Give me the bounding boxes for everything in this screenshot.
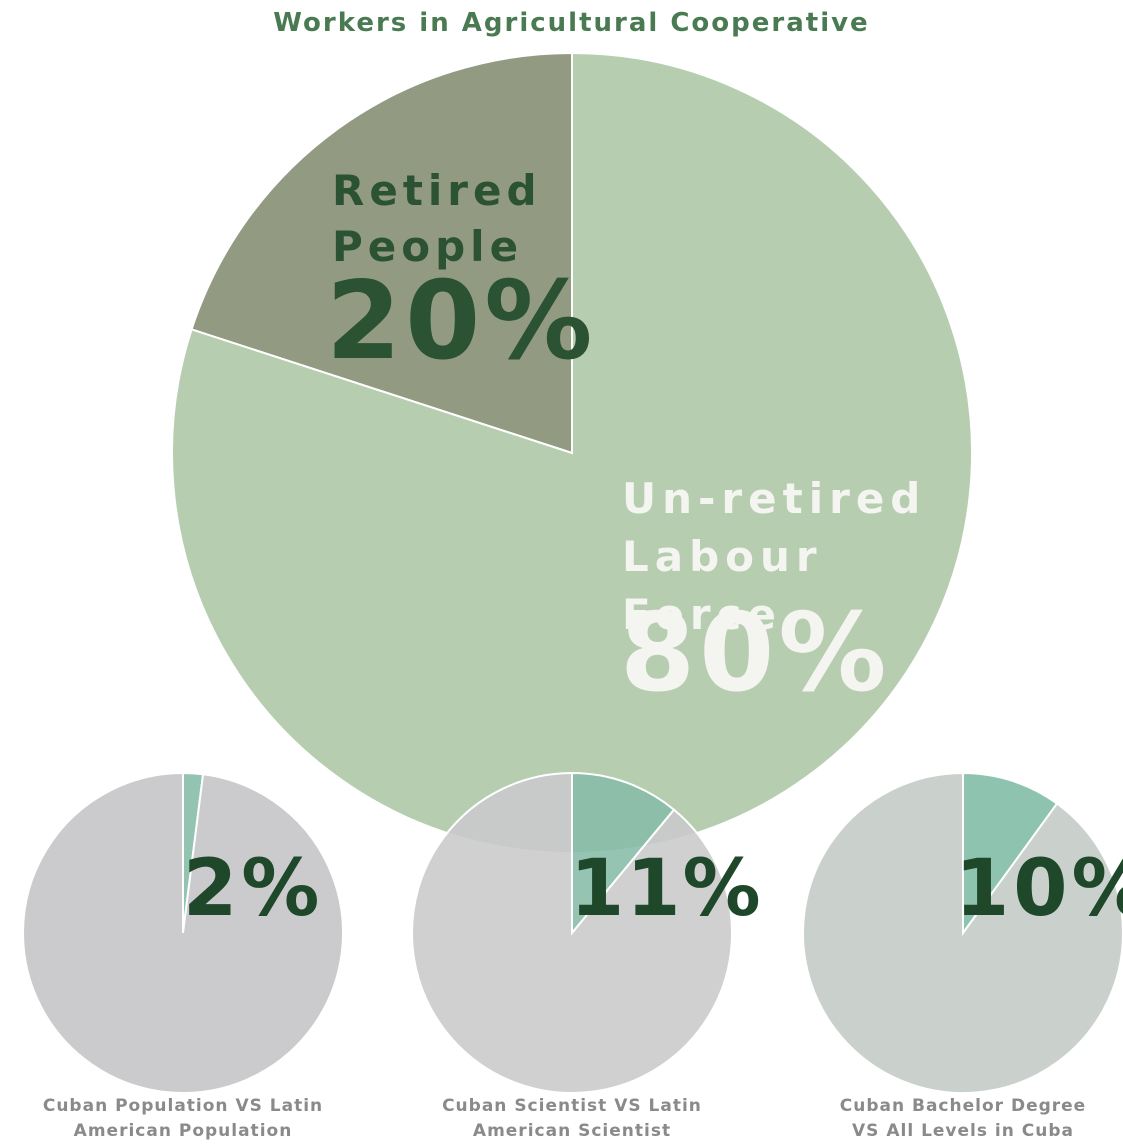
value-label: 10% bbox=[955, 844, 1123, 934]
pie-slice bbox=[190, 51, 573, 455]
value-label: 11% bbox=[570, 844, 763, 934]
pie-slice bbox=[962, 771, 1059, 937]
chart-title: Workers in Agricultural Cooperative bbox=[273, 8, 870, 38]
value-label: 20% bbox=[326, 259, 597, 384]
slice-label: Un-retired Labour Force bbox=[622, 474, 927, 639]
pie-slice bbox=[21, 771, 344, 1094]
pie-slice bbox=[411, 771, 733, 1094]
chart-title: Cuban Scientist VS Latin American Scient… bbox=[442, 1096, 702, 1141]
pie-slice bbox=[802, 771, 1123, 1094]
slice-label: Retired People bbox=[332, 166, 542, 271]
chart-title: Cuban Population VS Latin American Popul… bbox=[42, 1096, 324, 1141]
value-label: 2% bbox=[183, 844, 324, 934]
value-label: 80% bbox=[620, 591, 891, 716]
chart-title: Cuban Bachelor Degree VS All Levels in C… bbox=[839, 1096, 1087, 1141]
pie-slice bbox=[571, 771, 676, 936]
pie-slice bbox=[171, 51, 973, 854]
